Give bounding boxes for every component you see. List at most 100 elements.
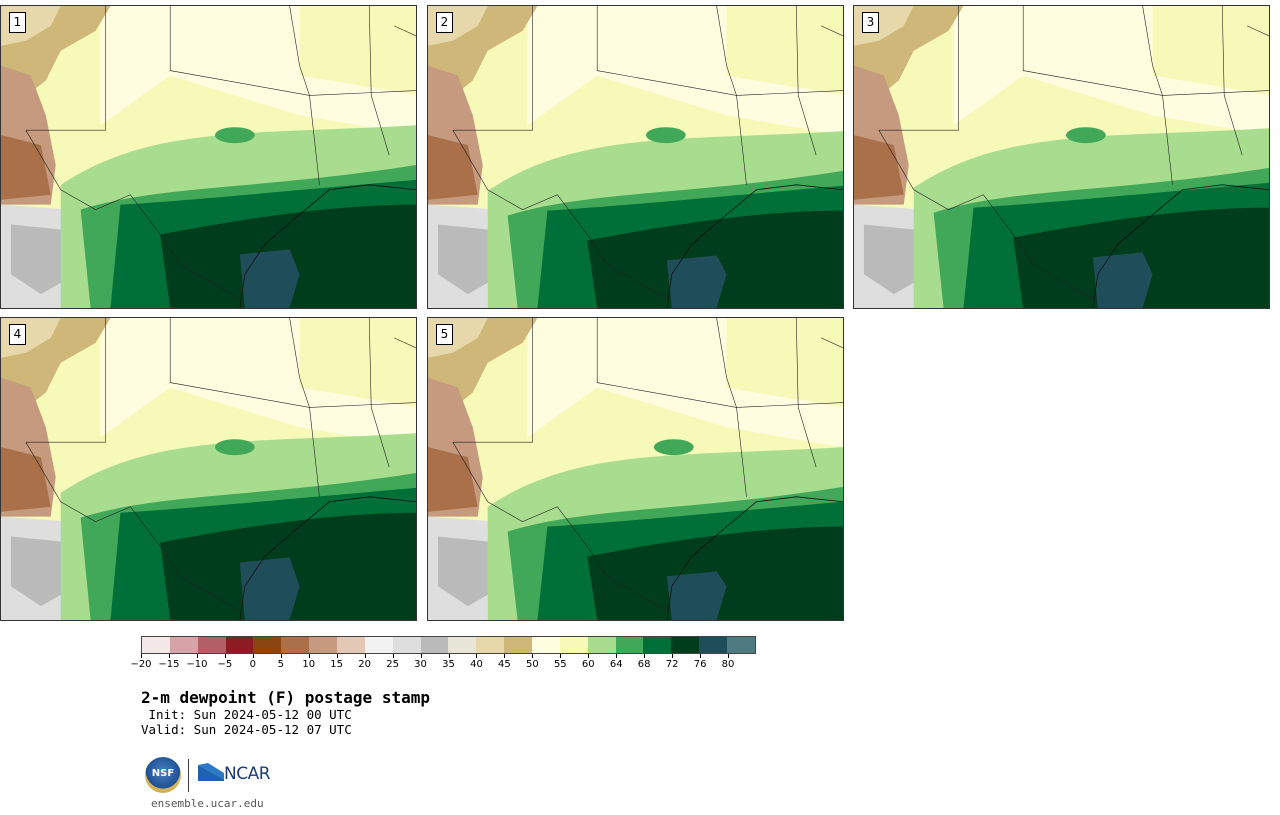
- moist-pocket: [645, 127, 686, 144]
- colorbar-tick: [364, 654, 366, 658]
- state-border: [820, 25, 843, 37]
- colorbar-bin: [671, 637, 700, 653]
- colorbar-tick: [141, 654, 142, 658]
- colorbar-bin: [615, 637, 644, 653]
- stamp-panel-5[interactable]: 5: [427, 317, 844, 621]
- colorbar-bin: [727, 637, 755, 653]
- dewpoint-map: [428, 6, 843, 308]
- stamp-panel-2[interactable]: 2: [427, 5, 844, 309]
- moist-pocket: [214, 127, 255, 144]
- colorbar-bin: [281, 637, 310, 653]
- stamp-number: 1: [9, 12, 26, 33]
- colorbar-tick: [588, 654, 590, 658]
- colorbar-tick: [700, 654, 702, 658]
- colorbar-tick-label: 68: [637, 659, 651, 670]
- state-border: [716, 318, 843, 408]
- field-50-55: [527, 318, 843, 448]
- colorbar-tick-label: 55: [553, 659, 567, 670]
- stamp-number: 5: [436, 324, 453, 345]
- stamp-number: 2: [436, 12, 453, 33]
- colorbar-tick-label: 72: [665, 659, 679, 670]
- moist-pocket: [653, 439, 694, 456]
- colorbar-tick-label: 50: [525, 659, 539, 670]
- state-border: [25, 442, 240, 612]
- field-30-35: [437, 224, 503, 295]
- state-border: [878, 6, 959, 131]
- state-border: [596, 318, 737, 408]
- colorbar-tick: [392, 654, 394, 658]
- moist-pocket: [214, 439, 255, 456]
- colorbar-tick-label: −5: [217, 659, 233, 670]
- colorbar-tick: [728, 654, 730, 658]
- colorbar-bin: [392, 637, 421, 653]
- colorbar-tick: [672, 654, 674, 658]
- state-border: [169, 6, 310, 96]
- state-border: [25, 6, 106, 131]
- colorbar-tick-label: 30: [414, 659, 427, 670]
- figure-title: 2-m dewpoint (F) postage stamp: [141, 688, 430, 707]
- site-url: ensemble.ucar.edu: [151, 797, 264, 810]
- coastline: [666, 496, 843, 620]
- colorbar-tick-label: 10: [302, 659, 316, 670]
- stamp-panel-3[interactable]: 3: [853, 5, 1270, 309]
- colorbar-bin: [420, 637, 449, 653]
- state-border: [368, 6, 390, 156]
- colorbar-tick: [616, 654, 618, 658]
- colorbar-tick-label: 45: [498, 659, 511, 670]
- colorbar-bin: [337, 637, 365, 653]
- colorbar-tick: [476, 654, 478, 658]
- colorbar-bin: [476, 637, 505, 653]
- ncar-logo-mark: [198, 763, 224, 781]
- colorbar-tick: [448, 654, 450, 658]
- stamp-panel-4[interactable]: 4: [0, 317, 417, 621]
- field-30-35: [10, 536, 76, 607]
- colorbar-bin: [253, 637, 282, 653]
- stamp-number: 3: [862, 12, 879, 33]
- colorbar-bin: [142, 637, 170, 653]
- field-50-55: [527, 6, 843, 136]
- colorbar-tick-label: 60: [581, 659, 595, 670]
- colorbar-tick-label: 25: [386, 659, 399, 670]
- field-30-35: [10, 224, 76, 295]
- colorbar-tick: [308, 654, 310, 658]
- dewpoint-map: [428, 318, 843, 620]
- stamp-number: 4: [9, 324, 26, 345]
- valid-time: Valid: Sun 2024-05-12 07 UTC: [141, 722, 352, 737]
- dewpoint-map: [1, 6, 416, 308]
- colorbar-tick: [196, 654, 198, 658]
- nsf-logo: [145, 757, 181, 793]
- nsf-logo-text: NSF: [151, 768, 175, 779]
- state-border: [795, 318, 817, 468]
- colorbar-tick-label: 20: [358, 659, 371, 670]
- field-76-80: [239, 557, 300, 620]
- init-time: Init: Sun 2024-05-12 00 UTC: [141, 707, 352, 722]
- field-76-80: [666, 571, 727, 620]
- colorbar-bin: [309, 637, 338, 653]
- colorbar-tick-label: 35: [442, 659, 455, 670]
- coastline: [239, 184, 416, 308]
- dewpoint-map: [1, 318, 416, 620]
- state-border: [309, 407, 320, 497]
- coastline: [239, 496, 416, 620]
- colorbar-bin: [532, 637, 560, 653]
- colorbar-bin: [169, 637, 198, 653]
- colorbar-bin: [504, 637, 533, 653]
- colorbar-tick-label: 64: [609, 659, 623, 670]
- colorbar-tick: [336, 654, 338, 658]
- field-76-80: [1092, 252, 1153, 308]
- colorbar-tick: [252, 654, 254, 658]
- stamp-panel-1[interactable]: 1: [0, 5, 417, 309]
- state-border: [1221, 6, 1243, 156]
- colorbar-tick: [420, 654, 422, 658]
- colorbar-tick: [532, 654, 534, 658]
- state-border: [289, 318, 416, 408]
- colorbar-ticks: −20 −15 −10 −5 0 5 10 15 20 25 30 35 40 45 50 55 60 64 68 7…: [130, 654, 756, 674]
- state-border: [452, 318, 533, 443]
- colorbar-tick: [280, 654, 282, 658]
- colorbar-tick-label: −20: [130, 659, 152, 670]
- colorbar-tick-label: 5: [277, 659, 284, 670]
- colorbar-tick: [168, 654, 170, 658]
- coastline: [1092, 184, 1269, 308]
- state-border: [309, 95, 320, 185]
- state-border: [1022, 6, 1163, 96]
